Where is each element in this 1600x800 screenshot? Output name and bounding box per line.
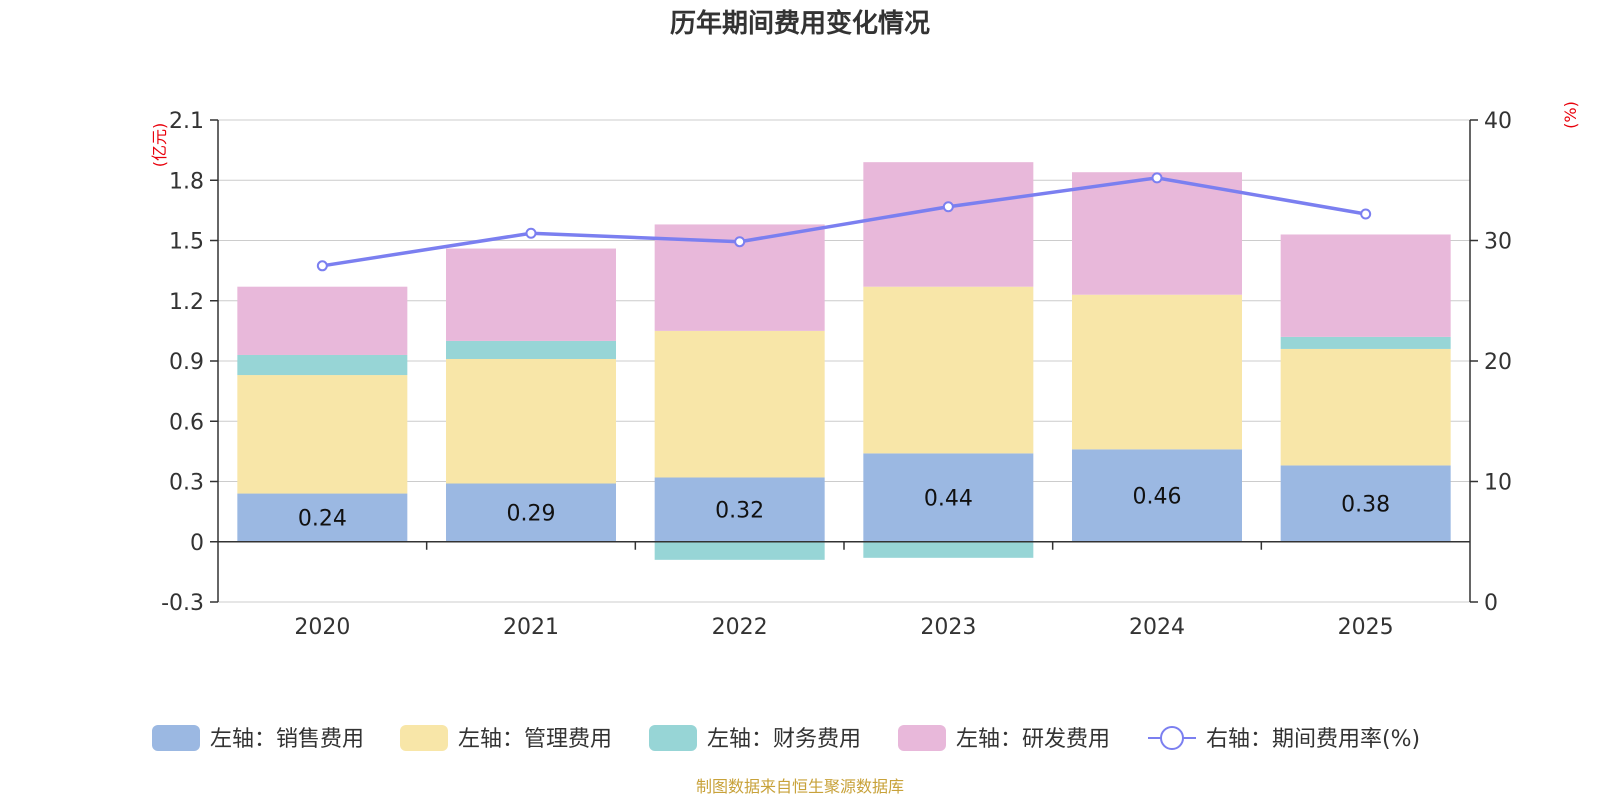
bar-segment [654,541,825,560]
rate-point [1151,172,1163,184]
bar-segment [654,330,825,478]
bar-segment [1072,449,1242,542]
bar-segment [863,286,1034,454]
bar-segment [1280,336,1451,349]
legend-swatch [152,725,200,751]
right-axis-unit: (%) [1561,101,1580,129]
bar-segment [1280,348,1451,466]
bar-segment [1280,465,1451,542]
bar-segment [237,354,408,376]
bar-segment [654,477,825,542]
bar-segment [237,493,408,542]
right-tick-label: 40 [1484,109,1512,134]
rate-line [322,176,1366,268]
data-label: 0.44 [924,487,973,512]
line-layer [316,172,1372,272]
right-tick-label: 0 [1484,591,1498,616]
x-tick-label: 2024 [1129,615,1185,640]
data-label: 0.46 [1133,485,1182,510]
rate-point [525,227,537,239]
legend-label: 左轴：销售费用 [210,727,364,752]
bars-layer [237,162,1451,560]
right-tick-label: 30 [1484,230,1512,255]
bar-segment [863,541,1034,558]
bar-segment [446,248,616,341]
chart-title: 历年期间费用变化情况 [670,8,930,39]
legend-label: 左轴：管理费用 [458,727,612,752]
data-label: 0.24 [298,507,347,532]
legend: 左轴：销售费用 左轴：管理费用 左轴：财务费用 左轴：研发费用 右轴：期间费用率(%) [152,725,1420,752]
left-tick-label: 2.1 [169,109,204,134]
left-tick-label: -0.3 [161,591,204,616]
rate-point [942,201,954,213]
bar-segment [237,286,408,355]
bar-segment [446,358,616,484]
bar-segment [1280,234,1451,337]
x-tick-label: 2023 [920,615,976,640]
legend-swatch [898,725,946,751]
bar-segment [1072,172,1242,295]
legend-label: 左轴：研发费用 [956,727,1110,752]
left-axis-unit: (亿元) [150,123,169,168]
axes-layer: -0.3 0 0.3 0.6 0.9 1.2 1.5 1.8 2.1 0 10 20 30 40 2020 2… [161,109,1512,640]
data-label: 0.38 [1341,493,1390,518]
right-tick-label: 10 [1484,471,1512,496]
rate-point [1360,208,1372,220]
left-tick-label: 0.9 [169,350,204,375]
left-tick-label: 0.3 [169,471,204,496]
right-tick-label: 20 [1484,350,1512,375]
bar-segment [446,340,616,359]
legend-swatch [649,725,697,751]
rate-point [734,236,746,248]
labels-layer: 0.24 0.29 0.32 0.44 0.46 0.38 [298,485,1390,532]
bar-segment [863,162,1034,287]
legend-marker-swatch [1160,726,1184,750]
legend-label: 右轴：期间费用率(%) [1206,727,1420,752]
bar-segment [1072,294,1242,450]
left-tick-label: 1.8 [169,169,204,194]
left-tick-label: 0.6 [169,410,204,435]
legend-label: 左轴：财务费用 [707,727,861,752]
legend-swatch [400,725,448,751]
left-tick-label: 0 [190,531,204,556]
x-tick-label: 2022 [712,615,768,640]
bar-segment [863,453,1034,542]
source-note: 制图数据来自恒生聚源数据库 [696,777,904,796]
x-tick-label: 2025 [1338,615,1394,640]
rate-point [316,260,328,272]
x-tick-label: 2020 [294,615,350,640]
x-tick-label: 2021 [503,615,559,640]
data-label: 0.32 [715,499,764,524]
left-tick-label: 1.2 [169,290,204,315]
bar-segment [446,483,616,542]
bar-segment [237,375,408,494]
left-tick-label: 1.5 [169,230,204,255]
data-label: 0.29 [507,502,556,527]
